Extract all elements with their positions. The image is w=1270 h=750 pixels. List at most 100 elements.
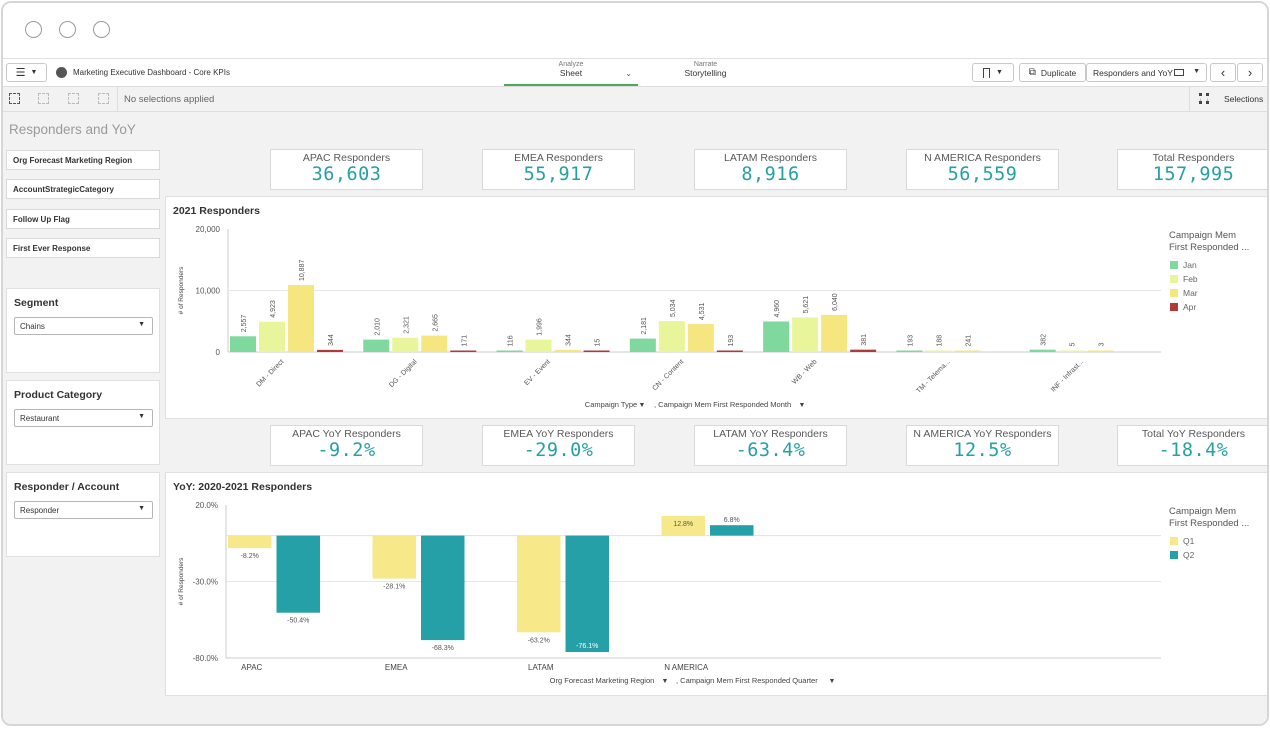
bar-q2 xyxy=(421,535,465,641)
divider xyxy=(117,87,118,111)
bar-jan xyxy=(363,339,390,352)
data-label: 344 xyxy=(328,334,335,346)
smart-search-icon[interactable] xyxy=(9,93,20,104)
kpi-value: 157,995 xyxy=(1152,164,1235,185)
data-label: 6,040 xyxy=(832,293,839,311)
x-tick-label: TM - Telema... xyxy=(915,358,952,395)
analyze-label: Analyze xyxy=(558,61,584,68)
y-tick-label: 20,000 xyxy=(196,225,221,234)
app-toolbar: ☰ ▼ Marketing Executive Dashboard - Core… xyxy=(3,59,1267,87)
x-tick-label: CN - Content xyxy=(651,358,685,392)
chart-title: YoY: 2020-2021 Responders xyxy=(173,481,313,493)
kpi-n-america-yoy-responders[interactable]: N AMERICA YoY Responders 12.5% xyxy=(906,425,1059,466)
kpi-value: -18.4% xyxy=(1158,440,1229,461)
app-title: Marketing Executive Dashboard - Core KPI… xyxy=(73,68,230,77)
segment-dropdown[interactable]: Chains ▼ xyxy=(14,317,153,335)
kpi-value: -29.0% xyxy=(523,440,594,461)
duplicate-icon: ⧉ xyxy=(1028,67,1036,78)
legend-label: Jan xyxy=(1183,260,1197,270)
data-label: 6.8% xyxy=(724,517,740,524)
data-label: 2,557 xyxy=(241,315,248,333)
tab-narrate-storytelling[interactable]: Narrate Storytelling xyxy=(643,59,768,86)
kpi-latam-responders[interactable]: LATAM Responders 8,916 xyxy=(694,149,847,190)
bar-mar xyxy=(687,324,714,352)
responder-account-dropdown[interactable]: Responder ▼ xyxy=(14,501,153,519)
bar-jan xyxy=(896,350,923,352)
kpi-value: 56,559 xyxy=(947,164,1018,185)
legend-label: Feb xyxy=(1183,274,1198,284)
menu-button[interactable]: ☰ ▼ xyxy=(6,63,47,82)
sheet-selector[interactable]: Responders and YoY ▼ xyxy=(1086,63,1207,82)
step-back-icon[interactable] xyxy=(38,93,49,104)
data-label: -76.1% xyxy=(576,643,598,650)
sheet-list-icon xyxy=(1174,69,1184,76)
data-label: 193 xyxy=(728,335,735,347)
chevron-down-icon: ▼ xyxy=(662,678,669,685)
kpi-latam-yoy-responders[interactable]: LATAM YoY Responders -63.4% xyxy=(694,425,847,466)
duplicate-button[interactable]: ⧉ Duplicate xyxy=(1019,63,1086,82)
y-tick-label: -80.0% xyxy=(193,654,218,663)
bar-apr xyxy=(716,350,743,352)
window-minimize-button[interactable] xyxy=(59,21,76,38)
current-sheet-label: Responders and YoY xyxy=(1093,67,1173,78)
data-label: 5,034 xyxy=(670,299,677,317)
window-maximize-button[interactable] xyxy=(93,21,110,38)
selections-button[interactable]: Selections xyxy=(1224,94,1264,104)
bar-jan xyxy=(629,338,656,352)
data-label: 5 xyxy=(1070,343,1077,347)
data-label: 4,923 xyxy=(270,300,277,318)
bar-feb xyxy=(392,337,419,352)
chevron-down-icon[interactable]: ⌄ xyxy=(625,69,632,78)
selections-bar: No selections applied Selections xyxy=(3,87,1267,112)
product-category-dropdown[interactable]: Restaurant ▼ xyxy=(14,409,153,427)
product-category-title: Product Category xyxy=(14,389,103,401)
chevron-right-icon: › xyxy=(1247,65,1253,80)
data-label: 1,996 xyxy=(537,318,544,336)
kpi-apac-responders[interactable]: APAC Responders 36,603 xyxy=(270,149,423,190)
bar-q1 xyxy=(228,535,272,549)
bookmark-button[interactable]: ▼ xyxy=(972,63,1014,82)
bar-apr xyxy=(317,349,343,352)
chart-yoy-responders[interactable]: YoY: 2020-2021 Responders 20.0% -30.0% -80… xyxy=(165,472,1267,696)
step-forward-icon[interactable] xyxy=(68,93,79,104)
kpi-value: -9.2% xyxy=(317,440,376,461)
legend-label: Mar xyxy=(1183,288,1198,298)
bar-apr xyxy=(850,349,877,352)
bar-feb xyxy=(1058,350,1085,352)
tab-analyze-sheet[interactable]: Analyze Sheet ⌄ xyxy=(504,59,638,86)
kpi-emea-responders[interactable]: EMEA Responders 55,917 xyxy=(482,149,635,190)
bar-mar xyxy=(554,349,581,352)
data-label: 3 xyxy=(1099,343,1106,347)
kpi-apac-yoy-responders[interactable]: APAC YoY Responders -9.2% xyxy=(270,425,423,466)
bar-feb xyxy=(525,339,552,352)
narrate-label: Narrate xyxy=(693,61,718,68)
page-title: Responders and YoY xyxy=(9,122,136,137)
x-tick-label: EV - Event xyxy=(523,358,552,387)
bar-mar xyxy=(821,314,848,352)
filter-account-strategic-category[interactable]: AccountStrategicCategory xyxy=(6,179,160,199)
filter-org-forecast-marketing-region[interactable]: Org Forecast Marketing Region xyxy=(6,150,160,170)
chart-yoy-responders-plot: 20.0% -30.0% -80.0% # of Responders -8.2% -50… xyxy=(178,501,1249,685)
next-sheet-button[interactable]: › xyxy=(1237,63,1263,82)
kpi-n-america-responders[interactable]: N AMERICA Responders 56,559 xyxy=(906,149,1059,190)
previous-sheet-button[interactable]: ‹ xyxy=(1210,63,1236,82)
x-axis-title-secondary: , Campaign Mem First Responded Month xyxy=(654,400,791,409)
data-label: 344 xyxy=(566,334,573,346)
x-axis-title: Campaign Type xyxy=(585,400,637,409)
chevron-down-icon: ▼ xyxy=(996,69,1003,76)
kpi-label: LATAM YoY Responders xyxy=(713,428,828,440)
chart-2021-responders[interactable]: 2021 Responders 20,000 10,000 0 # of Respon… xyxy=(165,196,1267,419)
kpi-label: Total YoY Responders xyxy=(1141,428,1246,440)
chart-title: 2021 Responders xyxy=(173,205,260,217)
bar-feb xyxy=(792,317,819,352)
kpi-total-yoy-responders[interactable]: Total YoY Responders -18.4% xyxy=(1117,425,1267,466)
kpi-emea-yoy-responders[interactable]: EMEA YoY Responders -29.0% xyxy=(482,425,635,466)
data-label: 193 xyxy=(907,335,914,347)
selections-icon[interactable] xyxy=(1199,93,1209,104)
window-close-button[interactable] xyxy=(25,21,42,38)
data-label: 5,621 xyxy=(803,296,810,314)
clear-selections-icon[interactable] xyxy=(98,93,109,104)
filter-follow-up-flag[interactable]: Follow Up Flag xyxy=(6,209,160,229)
kpi-total-responders[interactable]: Total Responders 157,995 xyxy=(1117,149,1267,190)
filter-first-ever-response[interactable]: First Ever Response xyxy=(6,238,160,258)
